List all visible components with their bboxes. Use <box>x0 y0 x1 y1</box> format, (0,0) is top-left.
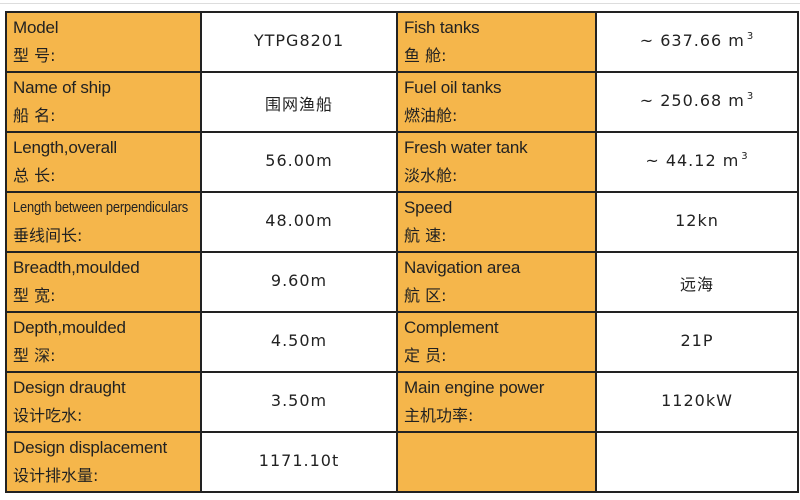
label-english: Depth,moulded <box>13 318 126 337</box>
label-chinese: 主机功率: <box>404 406 474 425</box>
ship-spec-table: Model 型 号: YTPG8201 Fish tanks 鱼 舱: ~ 637.66 … <box>5 11 799 493</box>
spec-value: ~ 637.66 m <box>639 31 745 50</box>
spec-value: 9.60m <box>270 271 328 290</box>
label-english: Model <box>13 18 59 37</box>
label-chinese: 垂线间长: <box>13 226 83 245</box>
label-english: Main engine power <box>404 378 545 397</box>
spec-value: YTPG8201 <box>253 31 345 50</box>
label-chinese: 总 长: <box>13 166 56 185</box>
label-english: Fuel oil tanks <box>404 78 502 97</box>
spec-value-cell: 围网渔船 <box>202 73 398 133</box>
spec-value-cell: 48.00m <box>202 193 398 253</box>
spec-value-cell: YTPG8201 <box>202 13 398 73</box>
spec-value-cell: 4.50m <box>202 313 398 373</box>
label-english: Breadth,moulded <box>13 258 140 277</box>
spec-value: 远海 <box>679 275 714 294</box>
label-english: Name of ship <box>13 78 111 97</box>
spec-value: 1120kW <box>661 391 733 410</box>
spec-value-cell <box>597 433 799 493</box>
spec-value: ~ 44.12 m <box>645 151 740 170</box>
spec-value: 1171.10t <box>258 451 340 470</box>
label-english: Design draught <box>13 378 126 397</box>
spec-label-cell: Design displacement 设计排水量: <box>7 433 202 493</box>
spec-value: 48.00m <box>265 211 333 230</box>
label-english: Navigation area <box>404 258 521 277</box>
spec-label-cell: Complement 定 员: <box>398 313 597 373</box>
spec-value-cell: 9.60m <box>202 253 398 313</box>
spec-value-cell: 1120kW <box>597 373 799 433</box>
spec-label-cell: Design draught 设计吃水: <box>7 373 202 433</box>
label-chinese: 淡水舱: <box>404 166 458 185</box>
spec-value: 围网渔船 <box>264 95 333 114</box>
label-chinese: 航 速: <box>404 226 447 245</box>
unit-superscript: 3 <box>746 91 755 102</box>
spec-value-cell: 远海 <box>597 253 799 313</box>
spec-label-cell: Main engine power 主机功率: <box>398 373 597 433</box>
label-english: Fish tanks <box>404 18 480 37</box>
spec-label-cell: Name of ship 船 名: <box>7 73 202 133</box>
spec-label-cell: Speed 航 速: <box>398 193 597 253</box>
unit-superscript: 3 <box>746 31 755 42</box>
spec-value-cell: 3.50m <box>202 373 398 433</box>
spec-value-cell: 21P <box>597 313 799 373</box>
top-rule <box>0 3 800 4</box>
label-chinese: 型 深: <box>13 346 56 365</box>
unit-superscript: 3 <box>741 151 749 162</box>
spec-value: 56.00m <box>265 151 333 170</box>
spec-value: 3.50m <box>270 391 328 410</box>
spec-label-cell: Fresh water tank 淡水舱: <box>398 133 597 193</box>
label-chinese: 航 区: <box>404 286 447 305</box>
spec-value: 4.50m <box>270 331 328 350</box>
spec-label-cell: Breadth,moulded 型 宽: <box>7 253 202 313</box>
label-english: Fresh water tank <box>404 138 528 157</box>
label-chinese: 型 号: <box>13 46 56 65</box>
label-chinese: 定 员: <box>404 346 447 365</box>
spec-label-cell: Model 型 号: <box>7 13 202 73</box>
label-chinese: 型 宽: <box>13 286 56 305</box>
label-english: Complement <box>404 318 499 337</box>
spec-label-cell: Fuel oil tanks 燃油舱: <box>398 73 597 133</box>
label-chinese: 设计吃水: <box>13 406 83 425</box>
label-english: Length,overall <box>13 138 117 157</box>
spec-value: 12kn <box>675 211 719 230</box>
spec-label-cell: Depth,moulded 型 深: <box>7 313 202 373</box>
label-chinese: 燃油舱: <box>404 106 458 125</box>
spec-value-cell: 56.00m <box>202 133 398 193</box>
label-english: Design displacement <box>13 438 168 457</box>
spec-label-cell: Fish tanks 鱼 舱: <box>398 13 597 73</box>
label-chinese: 设计排水量: <box>13 466 99 485</box>
label-english: Speed <box>404 198 453 217</box>
spec-label-cell: Navigation area 航 区: <box>398 253 597 313</box>
spec-value-cell: 1171.10t <box>202 433 398 493</box>
spec-label-cell: Length between perpendiculars 垂线间长: <box>7 193 202 253</box>
spec-value: 21P <box>680 331 714 350</box>
spec-value: ~ 250.68 m <box>639 91 745 110</box>
label-chinese: 船 名: <box>13 106 56 125</box>
spec-label-cell <box>398 433 597 493</box>
label-chinese: 鱼 舱: <box>404 46 447 65</box>
spec-label-cell: Length,overall 总 长: <box>7 133 202 193</box>
label-english: Length between perpendiculars <box>13 199 189 216</box>
spec-value-cell: 12kn <box>597 193 799 253</box>
